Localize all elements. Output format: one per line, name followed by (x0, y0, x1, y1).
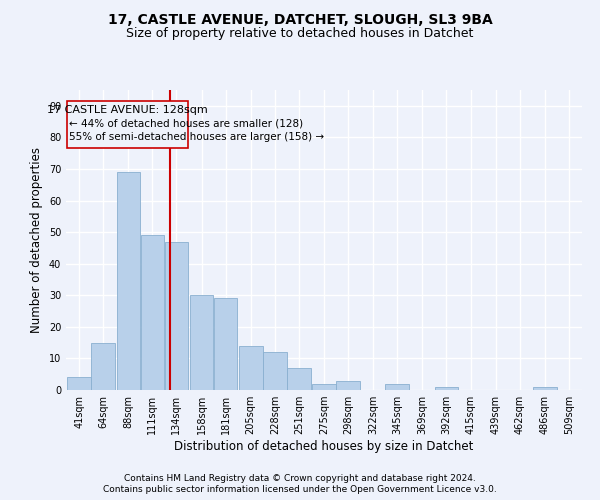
Bar (263, 352, 287, 390)
Bar (116, 172, 140, 390)
Y-axis label: Number of detached properties: Number of detached properties (30, 147, 43, 333)
Bar (336, 380, 360, 390)
Text: ← 44% of detached houses are smaller (128): ← 44% of detached houses are smaller (12… (68, 118, 303, 128)
Bar (190, 296, 214, 390)
Bar (312, 384, 336, 390)
Text: 55% of semi-detached houses are larger (158) →: 55% of semi-detached houses are larger (… (68, 132, 324, 142)
Bar (434, 387, 458, 390)
Text: 17 CASTLE AVENUE: 128sqm: 17 CASTLE AVENUE: 128sqm (47, 104, 208, 115)
Bar (287, 368, 311, 390)
Bar (67, 378, 91, 390)
Bar (91, 342, 115, 390)
Text: Contains HM Land Registry data © Crown copyright and database right 2024.: Contains HM Land Registry data © Crown c… (124, 474, 476, 483)
Bar (239, 346, 263, 390)
Bar (385, 384, 409, 390)
Bar (533, 387, 557, 390)
Bar (214, 298, 238, 390)
Bar (164, 242, 188, 390)
Bar (67, 101, 188, 148)
Text: 17, CASTLE AVENUE, DATCHET, SLOUGH, SL3 9BA: 17, CASTLE AVENUE, DATCHET, SLOUGH, SL3 … (107, 12, 493, 26)
X-axis label: Distribution of detached houses by size in Datchet: Distribution of detached houses by size … (175, 440, 473, 453)
Text: Size of property relative to detached houses in Datchet: Size of property relative to detached ho… (127, 28, 473, 40)
Bar (140, 236, 164, 390)
Text: Contains public sector information licensed under the Open Government Licence v3: Contains public sector information licen… (103, 485, 497, 494)
